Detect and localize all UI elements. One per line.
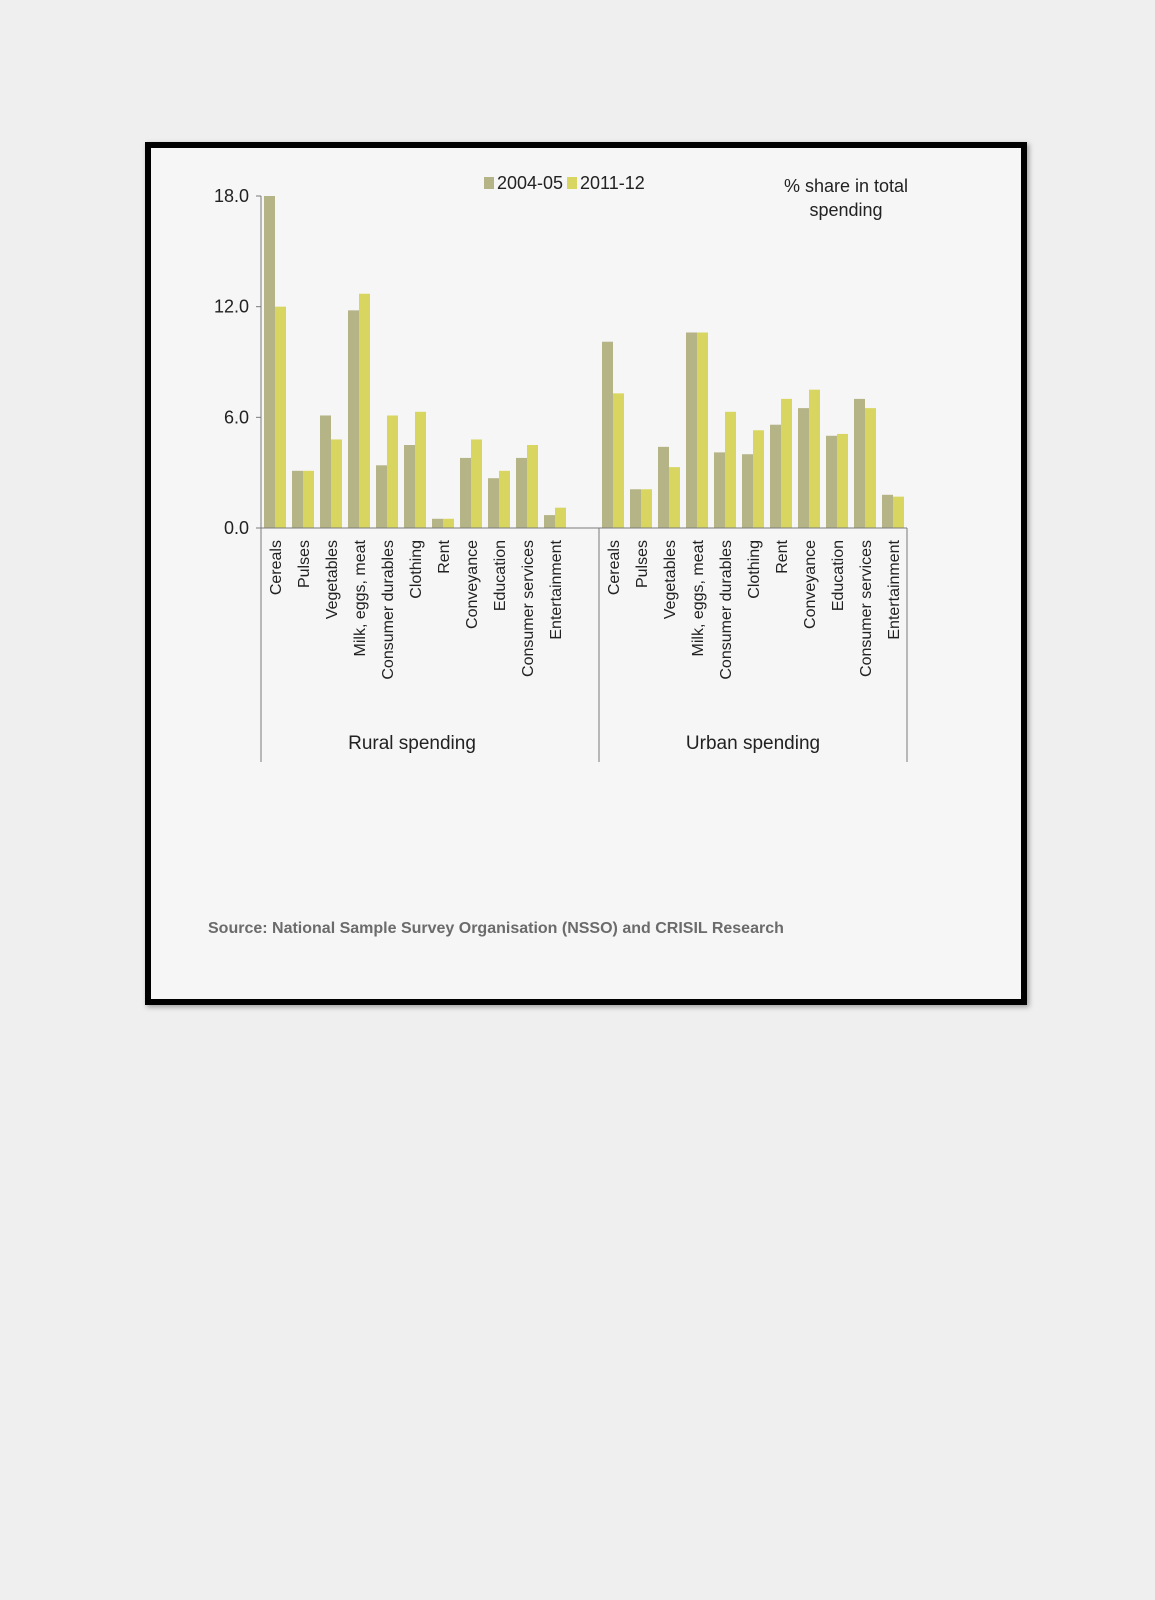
- bar-2011-12: [753, 430, 764, 528]
- x-axis: Cereals Pulses Vegetables Milk, eggs, meat C…: [260, 527, 908, 762]
- bar-2011-12: [415, 411, 426, 528]
- x-category-label: Conveyance: [802, 540, 819, 629]
- bar-2004-05: [882, 494, 893, 528]
- bar-2011-12: [443, 518, 454, 528]
- legend-label: 2004-05: [497, 173, 563, 193]
- group-label: Urban spending: [686, 733, 820, 754]
- x-category-label: Education: [492, 540, 509, 611]
- bar-2011-12: [865, 408, 876, 528]
- x-category-label: Consumer services: [520, 540, 537, 677]
- bar-2011-12: [781, 398, 792, 528]
- source-note: Source: National Sample Survey Organisat…: [208, 920, 784, 937]
- x-category-label: Education: [830, 540, 847, 611]
- bar-2011-12: [641, 489, 652, 528]
- bar-2004-05: [658, 446, 669, 528]
- bar-2011-12: [331, 439, 342, 528]
- x-category-label: Milk, eggs, meat: [690, 539, 707, 656]
- unit-note-line: % share in total: [784, 176, 908, 196]
- bar-2011-12: [471, 439, 482, 528]
- bar-2011-12: [893, 496, 904, 528]
- bar-2004-05: [348, 310, 359, 528]
- bar-2011-12: [613, 393, 624, 528]
- group-label: Rural spending: [348, 733, 476, 754]
- x-category-label: Cereals: [268, 540, 285, 595]
- bar-2004-05: [770, 424, 781, 528]
- bar-2004-05: [714, 452, 725, 528]
- bar-2004-05: [460, 457, 471, 528]
- bar-2004-05: [854, 398, 865, 528]
- bar-2004-05: [826, 435, 837, 528]
- bar-2011-12: [527, 445, 538, 528]
- y-tick-label: 18.0: [214, 186, 249, 206]
- bar-2011-12: [669, 467, 680, 528]
- bar-2011-12: [499, 470, 510, 528]
- y-tick-label: 6.0: [224, 407, 249, 427]
- bar-2004-05: [488, 478, 499, 528]
- x-category-label: Cereals: [606, 540, 623, 595]
- bar-2004-05: [798, 408, 809, 528]
- bar-2004-05: [742, 454, 753, 528]
- bar-2011-12: [303, 470, 314, 528]
- chart-frame: 2004-05 2011-12 % share in total spending …: [145, 142, 1027, 1005]
- bar-2011-12: [275, 306, 286, 528]
- bar-2004-05: [432, 518, 443, 528]
- bar-2011-12: [837, 433, 848, 528]
- bar-2011-12: [725, 411, 736, 528]
- x-category-label: Rent: [774, 539, 791, 573]
- bar-2004-05: [376, 465, 387, 528]
- bar-2011-12: [809, 389, 820, 528]
- bar-2011-12: [359, 293, 370, 528]
- legend: 2004-05 2011-12: [484, 173, 645, 193]
- x-category-label: Clothing: [408, 540, 425, 599]
- x-category-label: Conveyance: [464, 540, 481, 629]
- y-tick-label: 0.0: [224, 518, 249, 538]
- x-category-label: Consumer durables: [718, 540, 735, 680]
- bar-2004-05: [320, 415, 331, 528]
- unit-note-line: spending: [809, 200, 882, 220]
- bar-chart: 2004-05 2011-12 % share in totalspending …: [208, 173, 908, 937]
- x-category-label: Rent: [436, 539, 453, 573]
- x-category-label: Vegetables: [662, 540, 679, 619]
- bar-2011-12: [697, 332, 708, 528]
- bar-2004-05: [544, 515, 555, 528]
- y-tick-label: 12.0: [214, 297, 249, 317]
- legend-swatch: [567, 177, 577, 189]
- bar-2004-05: [516, 457, 527, 528]
- y-axis: 0.0 6.0 12.0 18.0: [214, 186, 262, 538]
- x-category-label: Pulses: [634, 540, 651, 588]
- x-category-label: Clothing: [746, 540, 763, 599]
- x-category-label: Consumer services: [858, 540, 875, 677]
- bars: [264, 196, 904, 528]
- x-category-label: Entertainment: [548, 539, 565, 639]
- bar-2004-05: [630, 489, 641, 528]
- legend-label: 2011-12: [580, 173, 645, 193]
- bar-2011-12: [555, 507, 566, 528]
- x-category-label: Pulses: [296, 540, 313, 588]
- bar-2004-05: [264, 196, 275, 528]
- x-category-label: Consumer durables: [380, 540, 397, 680]
- bar-2004-05: [404, 445, 415, 528]
- bar-2004-05: [292, 470, 303, 528]
- bar-2004-05: [602, 341, 613, 528]
- bar-2004-05: [686, 332, 697, 528]
- bar-2011-12: [387, 415, 398, 528]
- x-category-label: Vegetables: [324, 540, 341, 619]
- legend-swatch: [484, 177, 494, 189]
- unit-note: % share in total spending: [784, 176, 908, 220]
- x-category-label: Entertainment: [886, 539, 903, 639]
- x-category-label: Milk, eggs, meat: [352, 539, 369, 656]
